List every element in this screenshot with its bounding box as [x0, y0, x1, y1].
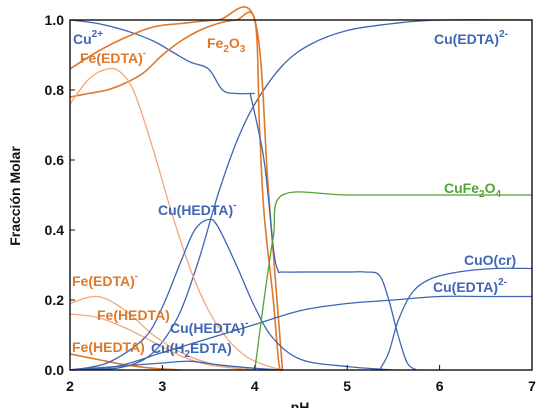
x-axis-label: pH [291, 399, 310, 408]
series-line-fe-edta--3 [69, 11, 284, 372]
series-line-fe-hedta--4 [69, 67, 283, 371]
x-tick-label-2: 4 [251, 378, 259, 394]
y-tick-label-3: 0.6 [45, 152, 65, 168]
series-line-cu-edta-2--1 [69, 19, 533, 371]
label-cuocr: CuO(cr) [464, 252, 516, 268]
curves [69, 6, 533, 372]
label-fehedta-2: Fe(HEDTA) [72, 339, 145, 355]
y-tick-label-1: 0.2 [45, 292, 65, 308]
y-tick-label-5: 1.0 [45, 12, 65, 28]
y-tick-label-2: 0.4 [45, 222, 65, 238]
x-tick-label-1: 3 [159, 378, 167, 394]
ticks: 2 3 4 5 6 7 0.0 0.2 0.4 0.6 0.8 1.0 [45, 12, 537, 394]
series-line-cufe2o4-12 [254, 191, 532, 371]
plot-frame [69, 19, 533, 371]
x-tick-label-4: 6 [436, 378, 444, 394]
label-cuhedta-low: Cu(HEDTA)- [170, 318, 249, 336]
label-cu2: Cu2+ [73, 29, 103, 47]
x-tick-label-5: 7 [528, 378, 536, 394]
label-fe2o3: Fe2O3 [207, 35, 246, 55]
x-tick-label-3: 5 [343, 378, 351, 394]
y-axis-label: Fracción Molar [7, 146, 23, 246]
series-line-cu2--0 [69, 19, 255, 95]
y-tick-label-4: 0.8 [45, 82, 65, 98]
y-tick-label-0: 0.0 [45, 362, 65, 378]
label-cuedta-low: Cu(EDTA)2- [433, 277, 507, 295]
label-feedta-low: Fe(EDTA)- [72, 271, 138, 289]
label-fehedta-1: Fe(HEDTA) [97, 307, 170, 323]
label-feedta-top: Fe(EDTA)- [80, 48, 146, 66]
label-cuhedta-mid: Cu(HEDTA)- [158, 200, 237, 218]
x-tick-label-0: 2 [66, 378, 74, 394]
series-line-cu-edta-2--11 [249, 93, 417, 371]
series-line-cu-hedta--8 [69, 218, 394, 371]
series-line-cuo-cr--13 [378, 267, 533, 371]
label-cuh2edta: Cu(H2EDTA) [151, 340, 232, 360]
label-cuedta-top: Cu(EDTA)2- [434, 29, 508, 47]
series-line-fe-hedta--6 [69, 313, 255, 371]
label-cufe2o4: CuFe2O4 [444, 180, 501, 200]
series-line-cu-hedta--10 [69, 295, 532, 371]
